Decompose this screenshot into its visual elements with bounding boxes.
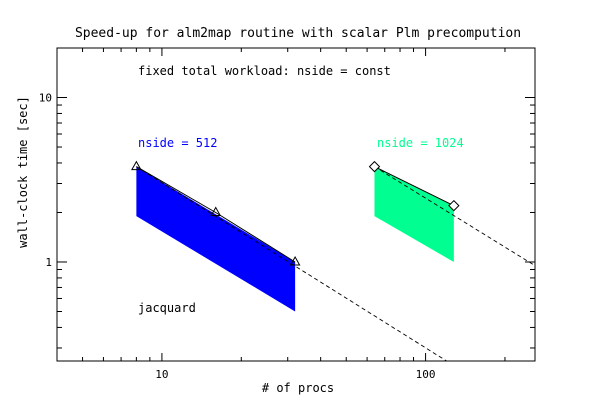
plot-frame (56, 47, 536, 362)
data-point-series-1 (210, 206, 222, 216)
band-series-1 (136, 166, 296, 312)
y-tick-label: 10 (39, 92, 52, 105)
y-axis-label: wall-clock time [sec] (16, 96, 30, 248)
annotation-nside-512: nside = 512 (138, 136, 217, 150)
x-tick-label: 10 (155, 368, 168, 381)
band-series-2 (374, 166, 454, 262)
measured-line-series-1 (136, 166, 296, 263)
data-point-series-2 (448, 199, 460, 212)
data-point-series-1 (289, 255, 301, 266)
x-axis-label: # of procs (262, 381, 334, 395)
ideal-line-series-2 (374, 166, 535, 267)
ideal-line-series-1 (136, 166, 448, 361)
chart-title: Speed-up for alm2map routine with scalar… (75, 26, 521, 41)
y-tick-label: 1 (45, 256, 52, 269)
x-tick-label: 100 (416, 368, 436, 381)
data-point-series-2 (368, 160, 381, 173)
plot-area: 10 100 1 10 (39, 47, 536, 381)
data-point-series-1 (131, 160, 142, 171)
chart-subtitle: fixed total workload: nside = const (138, 64, 391, 78)
annotation-jacquard: jacquard (138, 301, 196, 315)
annotation-nside-1024: nside = 1024 (377, 136, 464, 150)
measured-line-series-2 (374, 166, 455, 207)
